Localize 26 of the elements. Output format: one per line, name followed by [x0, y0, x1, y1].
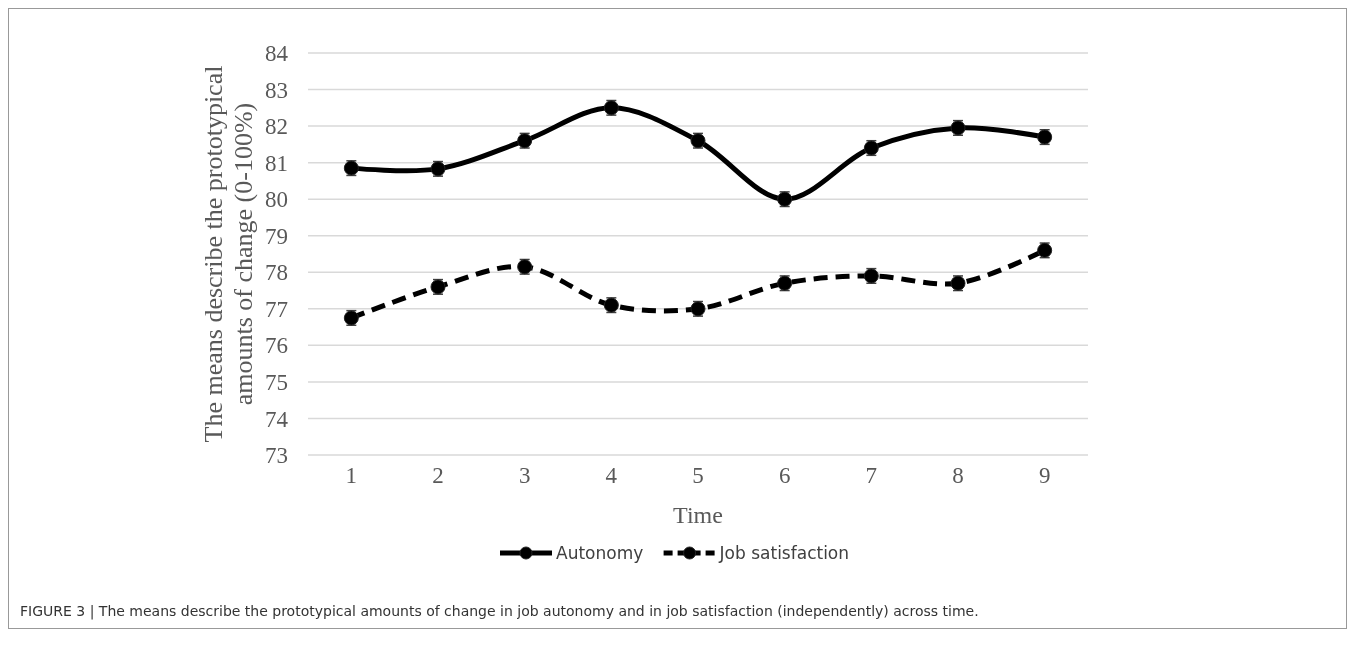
y-tick-label: 73: [265, 443, 288, 469]
y-tick-label: 76: [265, 333, 288, 359]
x-tick-label: 2: [432, 463, 444, 488]
x-tick-label: 8: [952, 463, 964, 488]
x-tick-label: 7: [865, 463, 878, 488]
x-tick-label: 1: [345, 463, 358, 488]
y-tick-label: 81: [265, 150, 288, 176]
y-tick-label: 84: [265, 41, 289, 67]
legend-label: Job satisfaction: [718, 542, 850, 563]
x-tick-label: 3: [518, 463, 531, 488]
y-tick-label: 77: [265, 296, 288, 322]
x-tick-label: 9: [1038, 463, 1051, 488]
x-tick-label: 6: [778, 463, 791, 488]
y-axis-title: The means describe the prototypical amounts of change (0-100%): [199, 65, 258, 443]
x-tick-label: 4: [605, 463, 618, 488]
y-tick-label: 78: [265, 260, 288, 286]
y-tick-label: 83: [265, 77, 288, 103]
x-axis-title: Time: [673, 502, 723, 528]
y-tick-label: 82: [265, 114, 288, 140]
y-tick-label: 75: [265, 369, 288, 395]
y-tick-label: 74: [265, 406, 289, 432]
y-tick-label: 80: [265, 187, 288, 213]
legend-label: Autonomy: [556, 542, 644, 563]
x-tick-label: 5: [692, 463, 704, 488]
y-tick-label: 79: [265, 223, 288, 249]
caption: FIGURE 3 | The means describe the prototypical amounts of change in job autonomy and in job satisfaction (independently) across time.: [20, 603, 979, 620]
